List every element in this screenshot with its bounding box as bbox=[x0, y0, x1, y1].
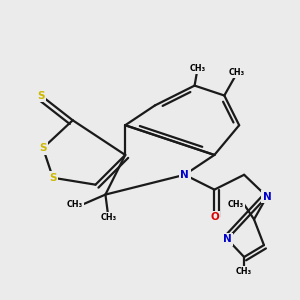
Text: S: S bbox=[37, 91, 45, 100]
Text: CH₃: CH₃ bbox=[190, 64, 206, 73]
Text: N: N bbox=[262, 192, 271, 202]
Text: CH₃: CH₃ bbox=[67, 200, 82, 209]
Text: S: S bbox=[39, 143, 47, 153]
Text: CH₃: CH₃ bbox=[100, 213, 116, 222]
Text: N: N bbox=[223, 234, 232, 244]
Text: N: N bbox=[180, 170, 189, 180]
Text: S: S bbox=[49, 173, 57, 183]
Text: CH₃: CH₃ bbox=[228, 200, 244, 209]
Text: CH₃: CH₃ bbox=[236, 267, 252, 276]
Text: CH₃: CH₃ bbox=[229, 68, 245, 77]
Text: O: O bbox=[210, 212, 219, 222]
